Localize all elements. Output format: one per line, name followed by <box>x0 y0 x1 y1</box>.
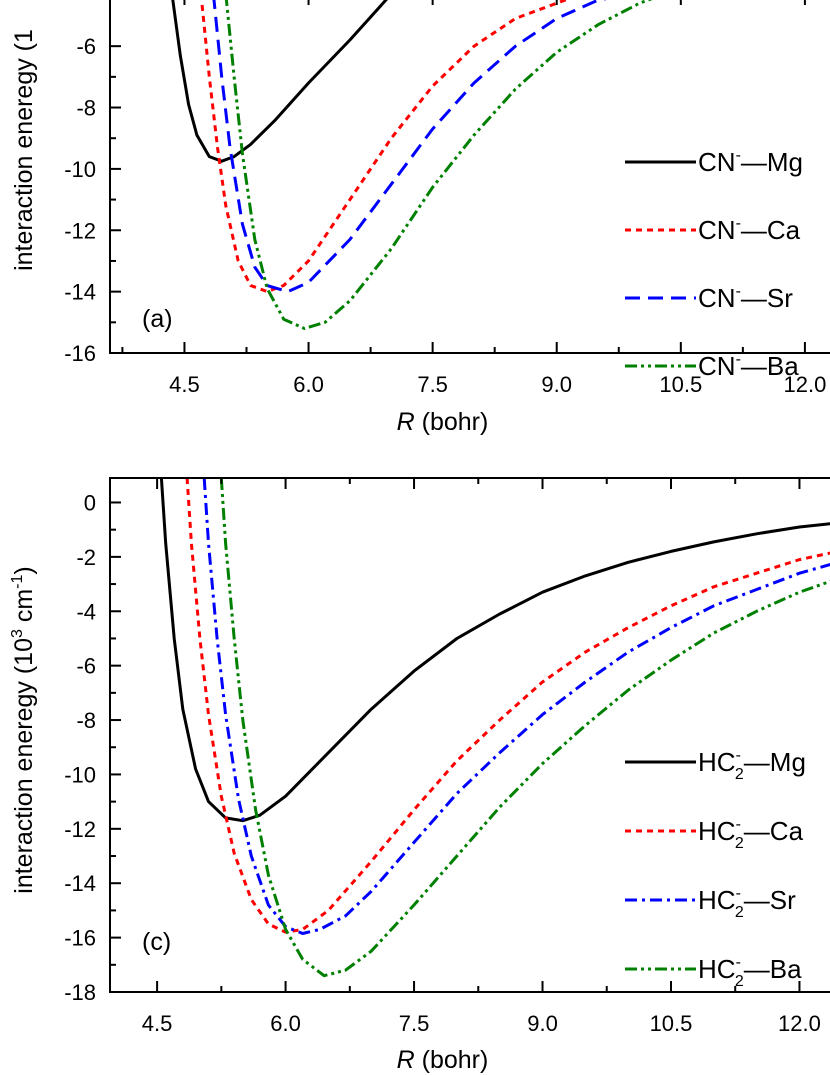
y-tick-label: -12 <box>64 218 96 243</box>
y-tick-label: -6 <box>76 654 96 679</box>
y-axis-label: interaction eneregy (1 <box>10 29 38 271</box>
panel-label: (a) <box>142 305 173 333</box>
x-tick-label: 7.5 <box>417 372 448 397</box>
series-sr-line <box>212 0 607 294</box>
y-tick-label: -16 <box>64 926 96 951</box>
legend-entry: CN-—Sr <box>698 283 793 313</box>
y-tick-label: -2 <box>76 545 96 570</box>
y-tick-label: -10 <box>64 157 96 182</box>
legend-entry: CN-—Mg <box>698 147 803 177</box>
plot-frame <box>109 477 830 993</box>
x-tick-label: 6.0 <box>293 372 324 397</box>
y-tick-label: -10 <box>64 762 96 787</box>
x-axis-label: R (bohr) <box>397 408 489 436</box>
x-tick-label: 6.0 <box>270 1011 301 1036</box>
series-sr-line <box>202 478 830 935</box>
x-tick-label: 10.5 <box>650 1011 693 1036</box>
x-tick-label: 7.5 <box>399 1011 430 1036</box>
legend-entry: HC-2—Ca <box>698 816 804 852</box>
y-tick-label: -18 <box>64 980 96 1005</box>
y-tick-label: -4 <box>76 599 96 624</box>
legend-entry: CN-—Ca <box>698 215 801 245</box>
legend-entry: CN-—Ba <box>698 351 799 381</box>
legend-entry: HC-2—Ba <box>698 954 802 990</box>
legend-entry: HC-2—Mg <box>698 747 806 783</box>
x-tick-label: 12.0 <box>783 372 826 397</box>
y-tick-label: 0 <box>84 490 96 515</box>
y-tick-label: -16 <box>64 341 96 366</box>
y-tick-label: -14 <box>64 871 96 896</box>
y-tick-label: -14 <box>64 280 96 305</box>
series-mg-line <box>159 478 830 823</box>
legend-entry: HC-2—Sr <box>698 885 796 921</box>
panel-label: (c) <box>142 928 171 956</box>
y-tick-label: -12 <box>64 817 96 842</box>
plot-frame <box>109 0 830 354</box>
y-tick-label: -8 <box>76 96 96 121</box>
x-tick-label: 4.5 <box>142 1011 173 1036</box>
y-tick-label: -8 <box>76 708 96 733</box>
x-tick-label: 4.5 <box>169 372 200 397</box>
series-ca-line <box>185 478 830 934</box>
series-ba-line <box>219 478 830 978</box>
chart-panel-c: 4.5 6.0 7.5 9.0 10.5 12.0 0 -2 -4 -6 -8 -10 -12 -14 -1… <box>9 477 830 1074</box>
x-tick-label: 12.0 <box>778 1011 821 1036</box>
x-tick-label: 9.0 <box>541 372 572 397</box>
chart-panel-a: 4.5 6.0 7.5 9.0 10.5 12.0 -6 -8 -10 -12 -14 -16 R (b… <box>10 0 830 436</box>
series-mg-line <box>171 0 388 163</box>
series-ca-line <box>200 0 570 294</box>
x-tick-label: 9.0 <box>527 1011 558 1036</box>
series-ba-line <box>224 0 653 330</box>
x-axis-label: R (bohr) <box>397 1046 489 1074</box>
y-tick-label: -6 <box>76 34 96 59</box>
y-axis-label: interaction eneregy (103 cm-1) <box>9 566 38 893</box>
x-tick-label: 10.5 <box>659 372 702 397</box>
